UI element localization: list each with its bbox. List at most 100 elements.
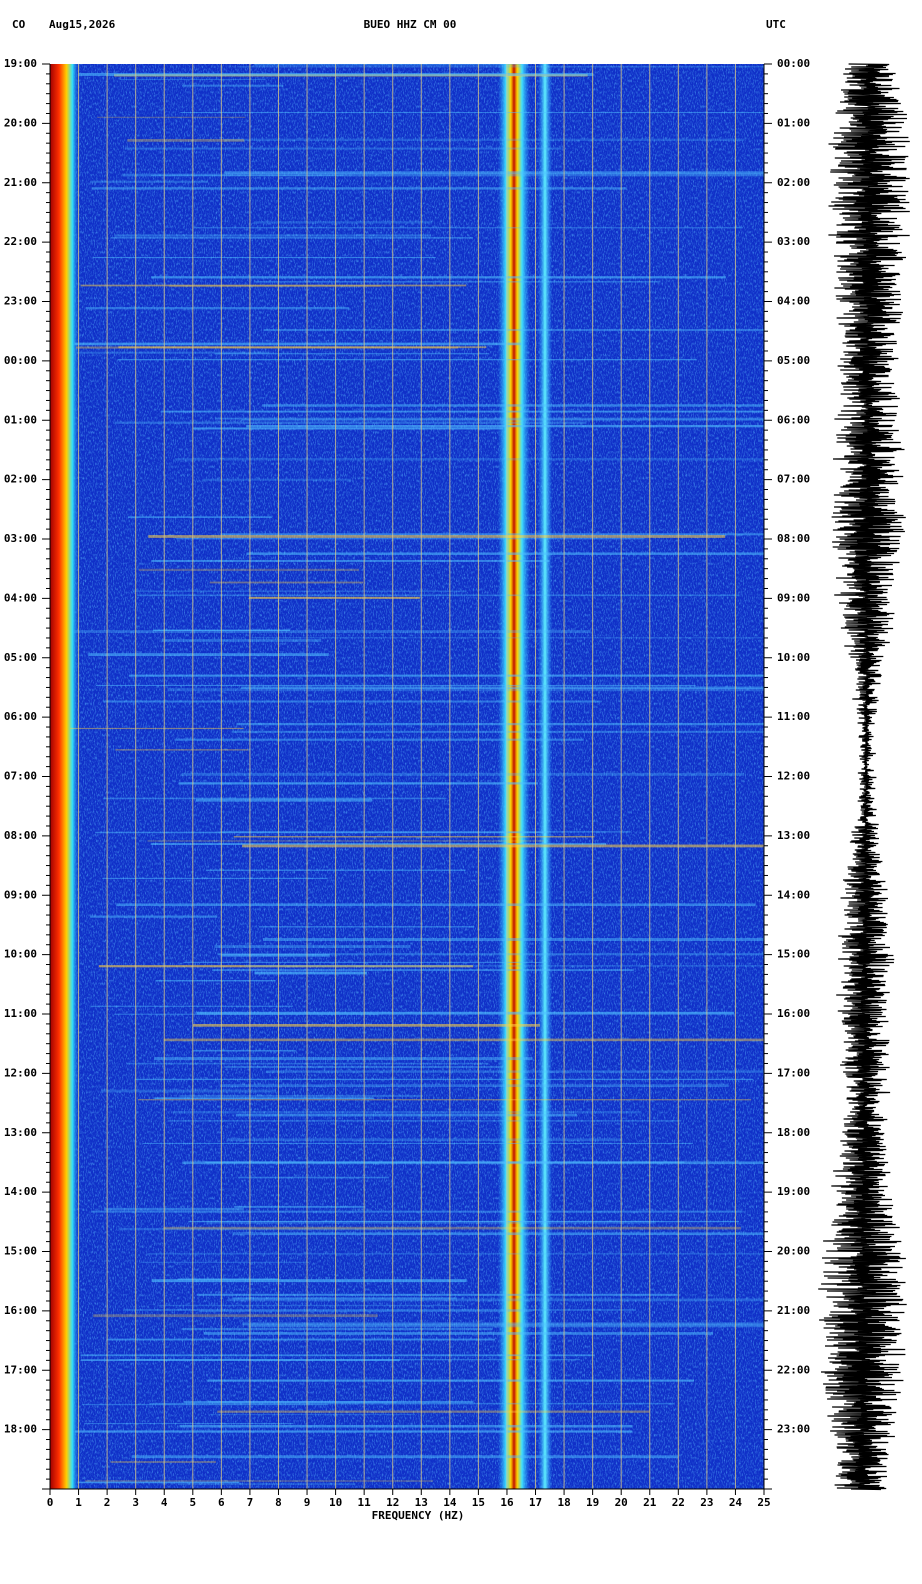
streak <box>81 1403 329 1406</box>
streak <box>234 1205 366 1208</box>
x-tick-label: 2 <box>104 1496 111 1509</box>
streak <box>196 1011 734 1015</box>
x-tick-label: 17 <box>529 1496 542 1509</box>
streak <box>138 568 360 572</box>
streak <box>223 138 745 142</box>
right-time-label: 04:00 <box>777 295 810 308</box>
x-tick-label: 10 <box>329 1496 342 1509</box>
streak <box>98 965 474 968</box>
right-time-label: 22:00 <box>777 1363 810 1376</box>
right-time-label: 12:00 <box>777 770 810 783</box>
streak <box>124 1309 637 1311</box>
right-time-label: 05:00 <box>777 354 810 367</box>
spectrogram <box>50 64 765 1489</box>
streak <box>181 772 745 776</box>
x-tick-label: 19 <box>586 1496 599 1509</box>
streak <box>93 1314 378 1318</box>
streak <box>118 346 487 349</box>
streak <box>124 147 562 150</box>
streak <box>254 64 528 66</box>
streak <box>193 1024 540 1027</box>
right-time-label: 21:00 <box>777 1304 810 1317</box>
streak <box>85 1480 434 1482</box>
streak <box>255 281 661 283</box>
right-time-label: 10:00 <box>777 651 810 664</box>
seismogram <box>818 63 910 1491</box>
x-tick-label: 24 <box>729 1496 743 1509</box>
streak <box>150 843 607 845</box>
left-time-label: 05:00 <box>4 651 37 664</box>
streak <box>76 351 269 354</box>
x-tick-label: 15 <box>472 1496 485 1509</box>
right-time-label: 08:00 <box>777 532 810 545</box>
streak <box>241 418 764 421</box>
right-time-label: 03:00 <box>777 235 810 248</box>
streak <box>90 1210 743 1213</box>
streak <box>238 1176 390 1179</box>
streak <box>172 1111 642 1114</box>
right-time-label: 09:00 <box>777 591 810 604</box>
streak <box>240 686 764 690</box>
streak <box>178 1483 356 1486</box>
streak <box>248 1324 765 1328</box>
streak <box>236 1113 578 1117</box>
streak <box>151 174 344 176</box>
streak <box>90 1005 294 1008</box>
right-time-label: 06:00 <box>777 413 810 426</box>
streak <box>262 404 764 407</box>
x-tick-label: 11 <box>358 1496 372 1509</box>
streak <box>97 116 246 118</box>
streak <box>154 1097 374 1100</box>
streak <box>251 637 765 639</box>
streak <box>217 953 764 956</box>
streak <box>212 969 634 972</box>
streak <box>246 552 764 555</box>
right-time-label: 07:00 <box>777 473 810 486</box>
right-time-label: 02:00 <box>777 176 810 189</box>
streak <box>128 674 765 677</box>
left-time-label: 17:00 <box>4 1363 37 1376</box>
streak <box>183 1400 474 1404</box>
left-time-label: 20:00 <box>4 116 37 129</box>
streak <box>140 1261 310 1264</box>
streak <box>183 961 548 963</box>
left-time-label: 09:00 <box>4 888 37 901</box>
streak <box>154 1057 533 1061</box>
streak <box>118 1227 443 1231</box>
streak <box>224 171 764 175</box>
streak <box>90 915 218 918</box>
right-time-label: 18:00 <box>777 1126 810 1139</box>
streak <box>134 1078 754 1081</box>
x-tick-label: 0 <box>47 1496 54 1509</box>
streak <box>151 1279 467 1283</box>
streak <box>179 1424 633 1428</box>
streak <box>117 359 697 361</box>
streak <box>151 276 726 279</box>
left-time-label: 21:00 <box>4 176 37 189</box>
date: Aug15,2026 <box>49 18 116 31</box>
x-tick-label: 14 <box>443 1496 457 1509</box>
streak <box>176 537 645 540</box>
streak <box>263 328 764 332</box>
left-time-label: 06:00 <box>4 710 37 723</box>
streak <box>80 1354 595 1357</box>
left-time-label: 12:00 <box>4 1066 37 1079</box>
streak <box>224 1066 503 1068</box>
streak <box>167 688 765 692</box>
x-tick-label: 21 <box>643 1496 657 1509</box>
streak <box>133 590 467 592</box>
streak <box>88 653 329 657</box>
streak <box>149 1402 675 1405</box>
left-time-label: 15:00 <box>4 1245 37 1258</box>
streak <box>181 84 284 87</box>
chart-title: BUEO HHZ CM 00 <box>364 18 457 31</box>
streak <box>192 1049 296 1052</box>
streak <box>106 1338 496 1341</box>
streak <box>248 596 420 599</box>
streak <box>161 639 322 642</box>
left-time-label: 19:00 <box>4 57 37 70</box>
streak <box>180 112 765 114</box>
streak <box>195 798 373 802</box>
streak <box>209 1413 416 1416</box>
